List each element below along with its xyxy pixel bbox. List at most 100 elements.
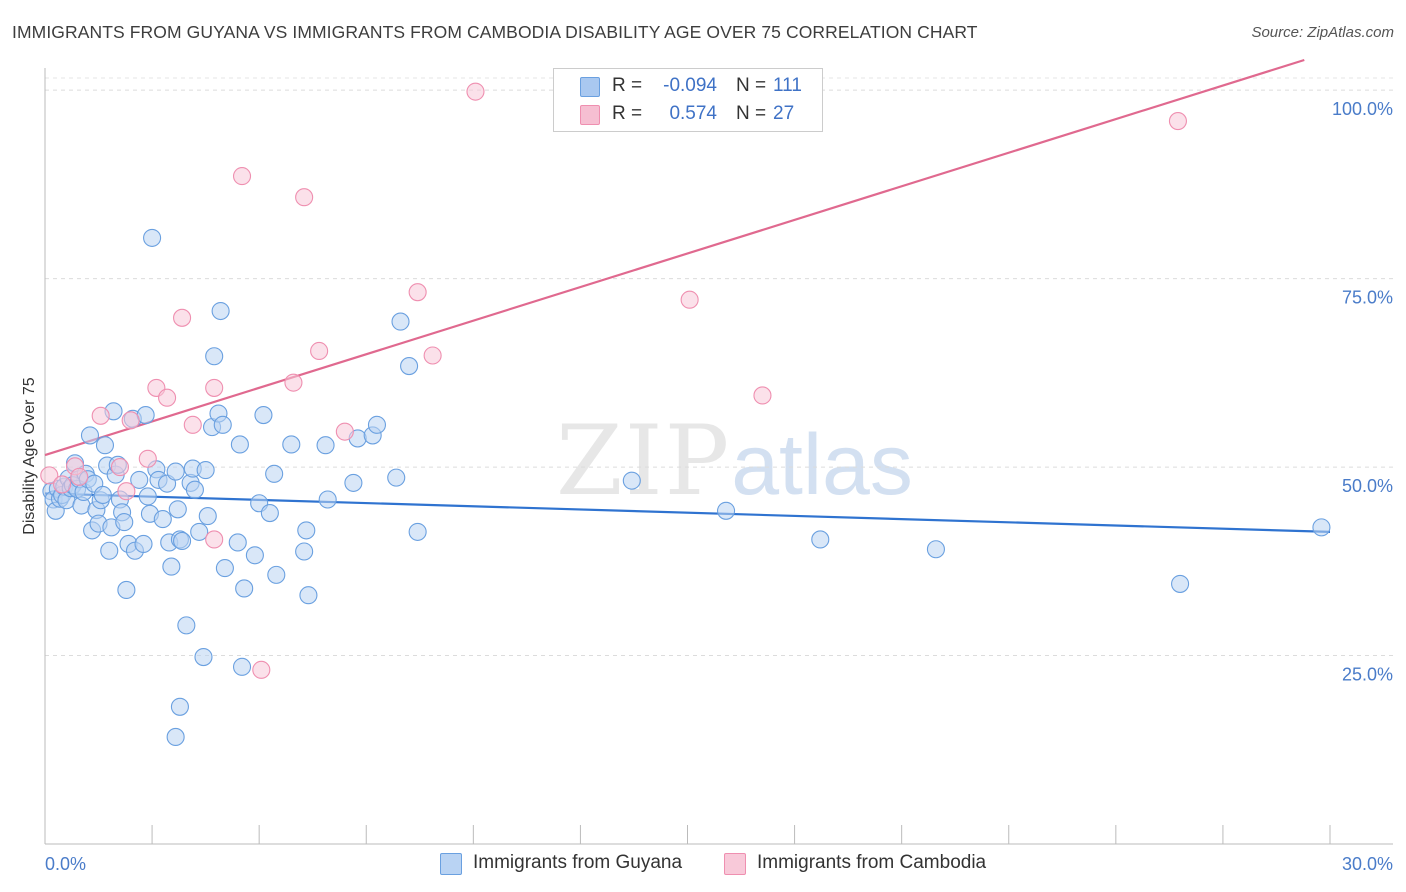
point-guyana (138, 487, 157, 506)
point-cambodia (252, 660, 271, 679)
point-cambodia (173, 308, 192, 327)
x-tick-label: 0.0% (45, 854, 86, 874)
point-guyana (166, 727, 185, 747)
point-guyana (215, 559, 234, 578)
series-label-guyana: Immigrants from Guyana (473, 852, 683, 873)
axes (44, 68, 1393, 845)
point-cambodia (91, 406, 110, 425)
point-guyana (115, 513, 134, 532)
point-guyana (926, 540, 945, 559)
legend-n-value: 27 (773, 103, 795, 124)
legend-row-guyana: R = -0.094 N = 111 (554, 73, 822, 101)
chart-title: IMMIGRANTS FROM GUYANA VS IMMIGRANTS FRO… (12, 22, 978, 42)
point-guyana (173, 531, 192, 551)
point-guyana (198, 507, 217, 526)
point-guyana (130, 470, 149, 489)
point-cambodia (205, 378, 224, 397)
point-guyana (235, 579, 254, 598)
point-guyana (299, 586, 318, 605)
point-guyana (166, 462, 185, 481)
point-guyana (232, 657, 252, 676)
point-guyana (80, 426, 100, 445)
point-cambodia (183, 415, 202, 434)
legend-r-value: -0.094 (663, 75, 717, 96)
point-cambodia (310, 341, 329, 361)
legend-n-label: N = (736, 75, 767, 96)
y-axis-label: Disability Age Over 75 (21, 377, 38, 535)
point-cambodia (70, 467, 89, 486)
point-cambodia (110, 458, 130, 477)
point-guyana (211, 301, 230, 321)
point-guyana (117, 580, 136, 600)
legend-swatch-cambodia (580, 105, 600, 125)
legend-r-label: R = (612, 75, 643, 96)
point-guyana (153, 510, 172, 529)
point-cambodia (423, 346, 442, 365)
point-guyana (170, 697, 189, 716)
legend-r-value: 0.574 (669, 103, 717, 124)
point-guyana (295, 542, 314, 561)
point-guyana (716, 501, 736, 520)
point-guyana (367, 415, 387, 434)
correlation-legend: R = -0.094 N = 111 R = 0.574 N = 27 (553, 68, 823, 132)
point-cambodia (53, 475, 72, 494)
series-guyana-points (42, 228, 1331, 747)
legend-n-label: N = (736, 103, 767, 124)
legend-row-cambodia: R = 0.574 N = 27 (554, 101, 822, 129)
trend-line-guyana (44, 492, 1331, 534)
point-guyana (1312, 518, 1331, 537)
point-guyana (143, 228, 162, 247)
point-guyana (190, 522, 209, 541)
legend-n-value: 111 (773, 75, 802, 96)
point-guyana (245, 546, 264, 565)
point-guyana (230, 435, 249, 454)
point-cambodia (284, 373, 303, 392)
point-cambodia (753, 386, 772, 405)
watermark-zip: ZIP (556, 405, 732, 517)
point-guyana (185, 480, 204, 499)
point-guyana (391, 312, 410, 331)
point-guyana (168, 500, 187, 519)
point-guyana (100, 541, 119, 560)
series-cambodia-points (40, 82, 1187, 679)
point-guyana (387, 468, 406, 487)
point-cambodia (40, 466, 59, 485)
point-guyana (136, 406, 155, 425)
point-cambodia (205, 530, 224, 549)
point-cambodia (295, 188, 314, 207)
y-tick-label: 50.0% (1342, 476, 1393, 496)
point-guyana (95, 436, 115, 455)
point-guyana (162, 557, 181, 576)
point-cambodia (232, 167, 252, 186)
y-tick-label: 25.0% (1342, 665, 1393, 685)
point-guyana (344, 473, 363, 492)
point-guyana (316, 436, 335, 455)
y-tick-label: 75.0% (1342, 288, 1393, 308)
point-cambodia (158, 388, 177, 407)
point-cambodia (680, 290, 699, 309)
trend-line-cambodia (44, 58, 1305, 457)
legend-swatch-guyana (440, 853, 462, 875)
point-guyana (228, 533, 247, 552)
point-guyana (408, 522, 427, 541)
point-guyana (811, 530, 830, 549)
point-cambodia (117, 482, 136, 501)
legend-swatch-guyana (580, 77, 600, 97)
point-cambodia (138, 449, 157, 468)
point-guyana (400, 357, 419, 376)
point-cambodia (335, 422, 354, 441)
point-cambodia (466, 82, 485, 101)
series-label-cambodia: Immigrants from Cambodia (757, 852, 987, 873)
point-guyana (194, 647, 213, 667)
gridlines (45, 77, 1393, 657)
point-guyana (254, 406, 273, 425)
point-cambodia (121, 411, 140, 430)
watermark: ZIPatlas (556, 405, 913, 517)
point-guyana (93, 485, 112, 505)
point-guyana (196, 461, 215, 480)
point-guyana (177, 616, 196, 635)
point-guyana (213, 415, 232, 434)
legend-swatch-cambodia (724, 853, 746, 875)
point-guyana (622, 471, 641, 490)
tick-labels: 25.0% 50.0% 75.0% 100.0% 0.0% 30.0% (45, 99, 1393, 874)
